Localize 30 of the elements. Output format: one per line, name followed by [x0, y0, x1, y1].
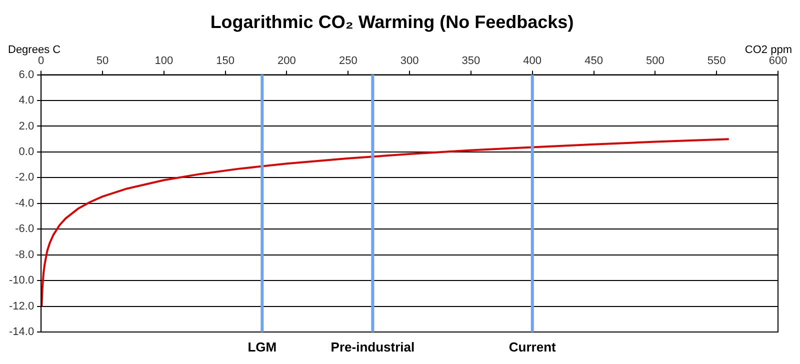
x-tick-label: 0: [38, 55, 44, 68]
x-tick-label: 50: [96, 55, 109, 68]
x-tick-label: 300: [400, 55, 419, 68]
y-tick-label: 2.0: [18, 120, 34, 132]
y-tick-label: -14.0: [8, 326, 34, 338]
y-tick-label: -6.0: [15, 223, 34, 236]
y-tick-label: -12.0: [8, 300, 34, 312]
y-tick-label: 4.0: [18, 94, 34, 107]
y-tick-label: -10.0: [8, 274, 34, 287]
x-axis-title: CO2 ppm: [744, 44, 792, 56]
x-tick-label: 100: [154, 55, 174, 68]
y-tick-label: 0.0: [18, 146, 34, 158]
x-tick-label: 450: [584, 55, 603, 68]
chart-title: Logarithmic CO₂ Warming (No Feedbacks): [210, 12, 574, 32]
x-tick-label: 150: [216, 55, 234, 68]
y-axis-title: Degrees C: [8, 44, 61, 56]
x-tick-label: 350: [462, 55, 480, 68]
ref-line-label: Pre-industrial: [330, 340, 415, 355]
x-tick-label: 200: [278, 55, 296, 68]
y-tick-label: 6.0: [18, 68, 34, 81]
y-tick-label: -2.0: [15, 172, 34, 184]
x-tick-label: 400: [523, 55, 542, 68]
x-tick-label: 500: [646, 55, 664, 68]
ref-line-label: LGM: [248, 340, 277, 355]
ref-line-label: Current: [508, 340, 556, 355]
y-tick-label: -8.0: [15, 248, 34, 261]
x-tick-label: 550: [707, 55, 726, 68]
x-tick-label: 250: [338, 55, 358, 68]
y-tick-label: -4.0: [15, 197, 34, 210]
x-tick-label: 600: [768, 55, 788, 68]
